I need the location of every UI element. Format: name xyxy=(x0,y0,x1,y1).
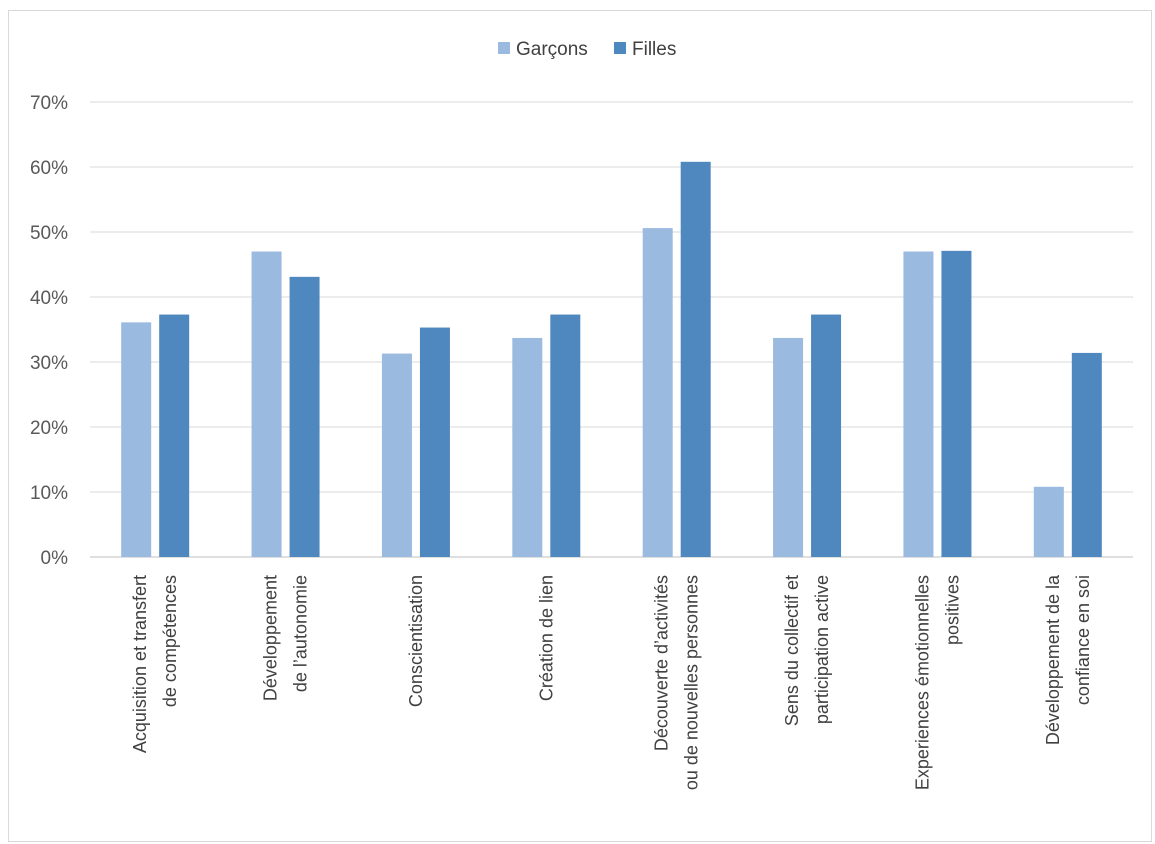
y-tick-label: 30% xyxy=(30,353,68,374)
gridlines xyxy=(90,101,1133,558)
legend-swatch-garcons xyxy=(498,42,510,54)
category-label-line: participation active xyxy=(812,575,832,724)
category-label-4: Création de lien xyxy=(536,575,556,701)
y-axis-ticks: 0% 10% 20% 30% 40% 50% 60% 70% xyxy=(30,93,68,569)
y-tick-label: 60% xyxy=(30,158,68,179)
legend-label-garcons: Garçons xyxy=(516,39,588,60)
bar-filles-2 xyxy=(289,276,320,557)
y-tick-label: 50% xyxy=(30,223,68,244)
category-label-line: Développement xyxy=(261,575,281,701)
category-label-5: Découverte d’activités ou de nouvelles pe… xyxy=(652,575,702,790)
category-label-8: Développement de la confiance en soi xyxy=(1043,574,1093,745)
bar-garcons-6 xyxy=(773,337,804,557)
category-label-3: Conscientisation xyxy=(406,575,426,707)
category-label-line: confiance en soi xyxy=(1073,575,1093,705)
category-label-line: Conscientisation xyxy=(406,575,426,707)
bar-garcons-4 xyxy=(512,337,543,557)
category-label-line: Création de lien xyxy=(536,575,556,701)
y-tick-label: 70% xyxy=(30,93,68,114)
category-label-1: Acquisition et transfert de compétences xyxy=(130,575,180,753)
bar-garcons-7 xyxy=(903,251,934,557)
bars xyxy=(121,161,1102,558)
bar-garcons-3 xyxy=(381,353,412,557)
y-tick-label: 20% xyxy=(30,418,68,439)
bar-garcons-2 xyxy=(251,251,282,557)
x-axis-categories: Acquisition et transfert de compétences Dé… xyxy=(130,574,1093,790)
category-label-line: positives xyxy=(942,575,962,645)
y-tick-label: 0% xyxy=(41,548,69,569)
bar-filles-3 xyxy=(419,327,450,557)
bar-filles-4 xyxy=(550,314,581,557)
bar-filles-5 xyxy=(680,161,711,558)
category-label-6: Sens du collectif et participation active xyxy=(782,575,832,726)
category-label-line: Développement de la xyxy=(1043,574,1063,745)
bar-filles-8 xyxy=(1071,352,1102,557)
bar-garcons-8 xyxy=(1033,486,1064,557)
category-label-line: de l’autonomie xyxy=(291,575,311,692)
category-label-line: Experiences émotionnelles xyxy=(912,575,932,790)
category-label-line: ou de nouvelles personnes xyxy=(682,575,702,790)
y-tick-label: 40% xyxy=(30,288,68,309)
category-label-2: Développement de l’autonomie xyxy=(261,575,311,701)
category-label-line: de compétences xyxy=(160,575,180,707)
y-tick-label: 10% xyxy=(30,483,68,504)
legend-swatch-filles xyxy=(614,42,626,54)
category-label-line: Découverte d’activités xyxy=(652,575,672,751)
legend: Garçons Filles xyxy=(498,39,676,60)
legend-label-filles: Filles xyxy=(632,39,676,60)
bar-filles-7 xyxy=(941,250,972,557)
bar-filles-1 xyxy=(159,314,190,557)
category-label-7: Experiences émotionnelles positives xyxy=(912,575,962,790)
bar-garcons-1 xyxy=(121,322,152,557)
category-label-line: Sens du collectif et xyxy=(782,575,802,726)
bar-garcons-5 xyxy=(642,228,673,557)
category-label-line: Acquisition et transfert xyxy=(130,575,150,753)
bar-filles-6 xyxy=(811,314,842,557)
